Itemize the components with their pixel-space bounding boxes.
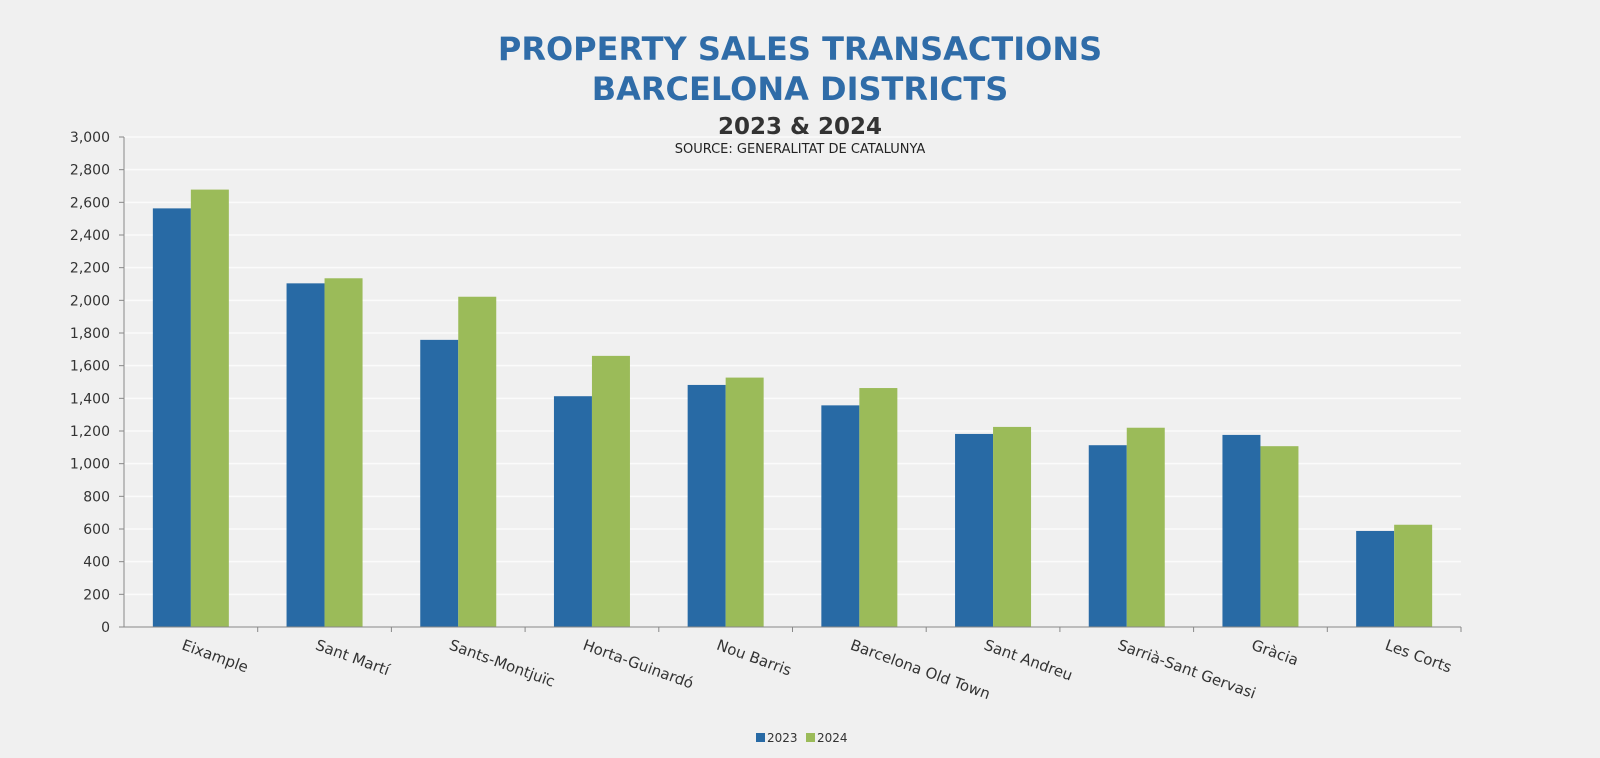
y-tick-label: 2,800: [70, 163, 110, 179]
bar-2023: [687, 384, 726, 627]
y-tick-label: 2,000: [70, 293, 110, 309]
bar-2023: [1222, 434, 1261, 627]
bar-2024: [1260, 446, 1299, 627]
bar-2024: [190, 189, 229, 628]
y-tick-label: 2,600: [70, 195, 110, 211]
y-tick-label: 600: [83, 522, 110, 538]
legend-label: 2024: [817, 731, 848, 745]
x-tick-label: Horta-Guinardó: [581, 636, 696, 693]
y-tick-label: 0: [101, 620, 110, 636]
chart-subtitle: 2023 & 2024: [718, 114, 882, 140]
chart-title: PROPERTY SALES TRANSACTIONS: [498, 30, 1102, 68]
y-tick-label: 1,800: [70, 326, 110, 342]
bar-2023: [821, 405, 860, 627]
x-tick-label: Sant Martí: [313, 636, 393, 680]
y-tick-label: 1,400: [70, 391, 110, 407]
legend-swatch-2023: [756, 733, 765, 742]
y-tick-label: 1,000: [70, 457, 110, 473]
bar-2023: [1356, 530, 1395, 627]
legend: 2023 2024: [756, 731, 848, 745]
y-tick-label: 800: [83, 489, 110, 505]
chart-title-line2: BARCELONA DISTRICTS: [592, 70, 1009, 108]
bar-2024: [1394, 524, 1433, 627]
bar-2024: [725, 377, 764, 627]
bar-2023: [1088, 445, 1127, 627]
x-tick-label: Sants-Montjuïc: [447, 636, 557, 691]
y-tick-label: 2,400: [70, 228, 110, 244]
bar-2024: [993, 426, 1032, 627]
x-tick-label: Sant Andreu: [982, 636, 1075, 685]
bar-2023: [553, 396, 592, 627]
chart-source: SOURCE: GENERALITAT DE CATALUNYA: [675, 142, 926, 157]
x-tick-label: Gràcia: [1249, 636, 1301, 670]
bar-2024: [458, 296, 497, 627]
y-tick-label: 200: [83, 587, 110, 603]
y-tick-label: 1,200: [70, 424, 110, 440]
bar-2023: [420, 339, 459, 627]
legend-label: 2023: [767, 731, 798, 745]
bar-2023: [286, 283, 325, 627]
legend-swatch-2024: [806, 733, 815, 742]
bar-2024: [1126, 427, 1165, 627]
x-tick-label: Sarrià-Sant Gervasi: [1115, 636, 1258, 703]
x-tick-label: Nou Barris: [714, 636, 794, 680]
bars: [152, 189, 1433, 628]
y-tick-label: 400: [83, 555, 110, 571]
x-tick-label: Eixample: [179, 636, 250, 677]
y-tick-label: 2,200: [70, 261, 110, 277]
bar-2023: [152, 208, 191, 628]
bar-2024: [859, 388, 898, 627]
x-tick-label: Barcelona Old Town: [848, 636, 993, 703]
y-tick-label: 3,000: [70, 130, 110, 146]
x-tick-label: Les Corts: [1383, 636, 1455, 677]
y-tick-label: 1,600: [70, 359, 110, 375]
bar-2023: [955, 433, 994, 627]
bar-2024: [591, 355, 630, 627]
bar-2024: [324, 278, 363, 627]
